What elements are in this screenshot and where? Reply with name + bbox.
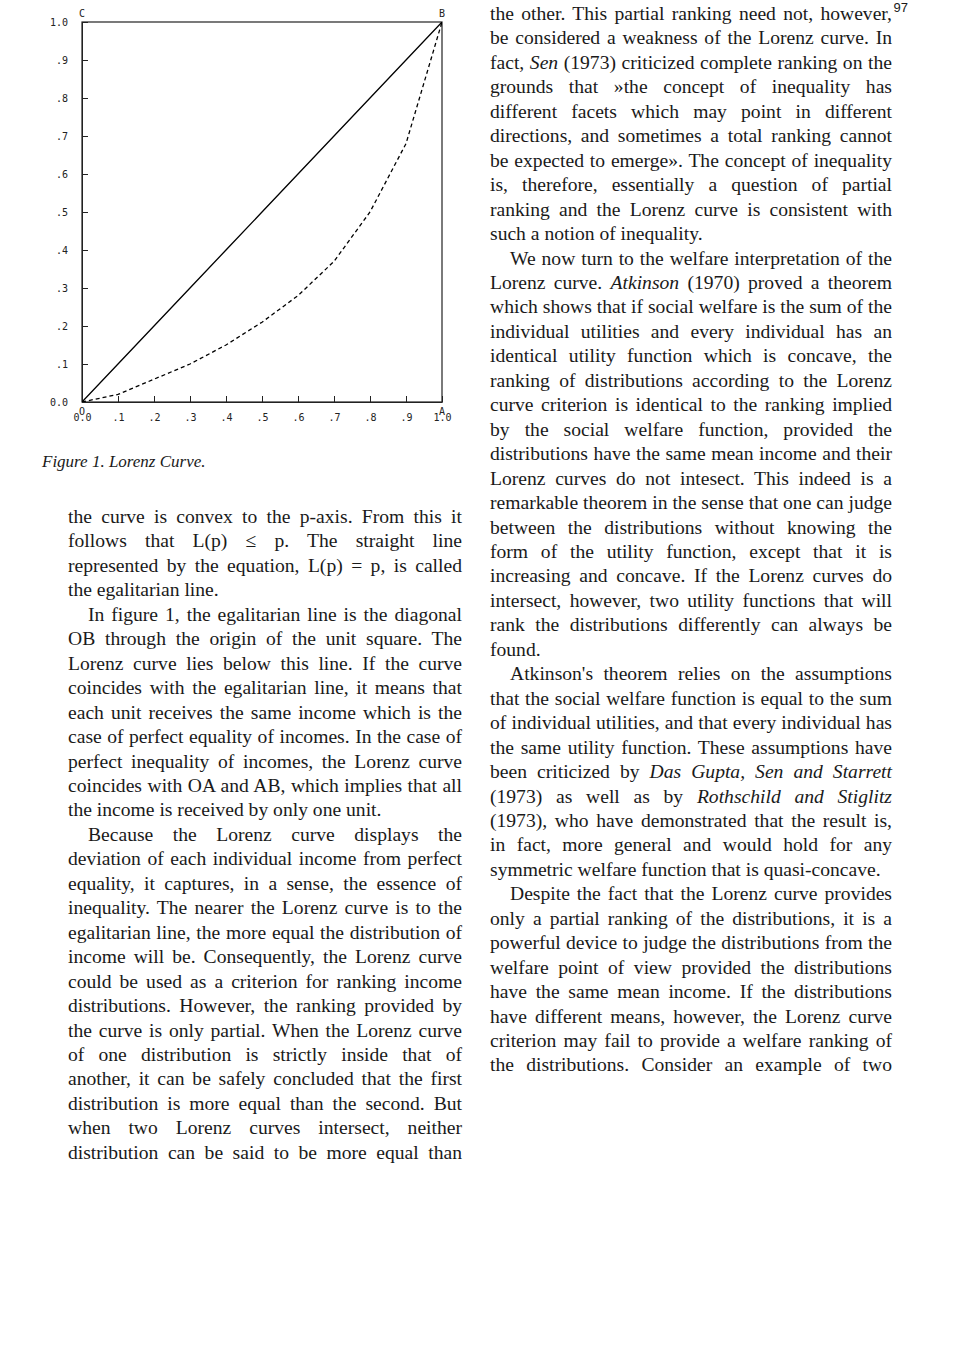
tick-label: .3: [184, 412, 196, 423]
tick-label: .9: [56, 55, 68, 66]
tick-mark: [82, 288, 88, 289]
x-axis-tick: .6: [292, 396, 304, 423]
tick-label: .5: [56, 207, 68, 218]
x-axis-tick: .7: [328, 396, 340, 423]
tick-mark: [82, 402, 88, 403]
lorenz-curve: [82, 22, 442, 402]
y-axis-tick: .2: [56, 321, 88, 332]
page: {"page_number": "97", "chart_data": { "t…: [0, 0, 960, 1366]
x-axis-tick: .1: [112, 396, 124, 423]
plot: 0.0.1.2.3.4.5.6.7.8.91.00.0.1.2.3.4.5.6.…: [50, 8, 452, 423]
tick-label: .4: [220, 412, 232, 423]
author-name: Rothschild and Stiglitz: [697, 786, 892, 807]
x-axis: 0.0.1.2.3.4.5.6.7.8.91.0: [73, 396, 451, 423]
x-axis-tick: .3: [184, 396, 196, 423]
text-run: the curve is convex to the p-axis. From …: [68, 506, 462, 600]
x-axis-tick: 1.0: [433, 396, 451, 423]
tick-mark: [82, 250, 88, 251]
tick-mark: [442, 396, 443, 402]
text-run: (1973) criticized complete ranking on th…: [490, 52, 892, 244]
y-axis-tick: .5: [56, 207, 88, 218]
plot-frame: [82, 22, 442, 402]
tick-label: .8: [56, 93, 68, 104]
y-axis-tick: .6: [56, 169, 88, 180]
paragraph: In figure 1, the egalitarian line is the…: [68, 603, 462, 823]
tick-label: .5: [256, 412, 268, 423]
y-axis-tick: .1: [56, 359, 88, 370]
paragraph: Because the Lorenz curve displays the de…: [68, 823, 462, 1165]
tick-mark: [82, 174, 88, 175]
y-axis-tick: .4: [56, 245, 88, 256]
text-run: (1970) proved a theorem which shows that…: [490, 272, 892, 660]
y-axis-tick: .9: [56, 55, 88, 66]
y-axis-tick: .3: [56, 283, 88, 294]
text-run: (1973) as well as by: [490, 786, 697, 807]
y-axis-tick: .7: [56, 131, 88, 142]
corner-label: C: [79, 8, 85, 19]
tick-label: .3: [56, 283, 68, 294]
corner-label: B: [439, 8, 445, 19]
tick-mark: [82, 364, 88, 365]
tick-label: .4: [56, 245, 68, 256]
tick-label: .7: [56, 131, 68, 142]
tick-mark: [334, 396, 335, 402]
y-axis: 0.0 .1 .2 .3 .4 .5 .6 .7 .8 .9 1.0: [50, 17, 88, 408]
tick-label: .9: [400, 412, 412, 423]
annotations: C B O A: [79, 8, 445, 417]
tick-mark: [82, 98, 88, 99]
left-column: the curve is convex to the p-axis. From …: [68, 505, 462, 1165]
page-number: 97: [894, 0, 908, 15]
paragraph: We now turn to the welfare interpretatio…: [490, 247, 892, 663]
egalitarian-line: [82, 22, 442, 402]
corner-label: O: [79, 406, 85, 417]
tick-mark: [190, 396, 191, 402]
tick-label: .1: [56, 359, 68, 370]
paragraph: the other. This partial ranking need not…: [490, 2, 892, 247]
text-run: Despite the fact that the Lorenz curve p…: [490, 883, 892, 1075]
tick-mark: [82, 136, 88, 137]
paragraph: Atkinson's theorem relies on the assumpt…: [490, 662, 892, 882]
tick-label: .8: [364, 412, 376, 423]
tick-label: .2: [148, 412, 160, 423]
tick-label: .6: [292, 412, 304, 423]
text-run: (1973), who have demonstrated that the r…: [490, 810, 892, 880]
tick-mark: [82, 212, 88, 213]
tick-mark: [82, 22, 88, 23]
text-run: Because the Lorenz curve displays the de…: [68, 824, 462, 1163]
tick-label: .7: [328, 412, 340, 423]
tick-mark: [262, 396, 263, 402]
tick-label: 1.0: [50, 17, 68, 28]
tick-label: .2: [56, 321, 68, 332]
author-name: Sen: [530, 52, 558, 73]
y-axis-tick: .8: [56, 93, 88, 104]
series-lines: [82, 22, 442, 402]
x-axis-tick: .4: [220, 396, 232, 423]
tick-label: .6: [56, 169, 68, 180]
text-run: In figure 1, the egalitarian line is the…: [68, 604, 462, 821]
tick-label: 0.0: [50, 397, 68, 408]
corner-label: A: [439, 406, 445, 417]
x-axis-tick: .9: [400, 396, 412, 423]
figure: 0.0.1.2.3.4.5.6.7.8.91.00.0.1.2.3.4.5.6.…: [0, 0, 470, 445]
tick-mark: [154, 396, 155, 402]
tick-mark: [226, 396, 227, 402]
tick-mark: [406, 396, 407, 402]
author-name: Das Gupta, Sen and Starrett: [650, 761, 892, 782]
tick-mark: [82, 326, 88, 327]
x-axis-tick: .2: [148, 396, 160, 423]
figure-caption: Figure 1. Lorenz Curve.: [42, 452, 206, 472]
tick-mark: [118, 396, 119, 402]
tick-mark: [370, 396, 371, 402]
right-column: the other. This partial ranking need not…: [490, 2, 892, 1078]
tick-label: .1: [112, 412, 124, 423]
paragraph: Despite the fact that the Lorenz curve p…: [490, 882, 892, 1078]
x-axis-tick: .5: [256, 396, 268, 423]
tick-mark: [298, 396, 299, 402]
x-axis-tick: .8: [364, 396, 376, 423]
tick-mark: [82, 60, 88, 61]
paragraph: the curve is convex to the p-axis. From …: [68, 505, 462, 603]
author-name: Atkinson: [611, 272, 680, 293]
x-axis-line: [83, 402, 443, 403]
